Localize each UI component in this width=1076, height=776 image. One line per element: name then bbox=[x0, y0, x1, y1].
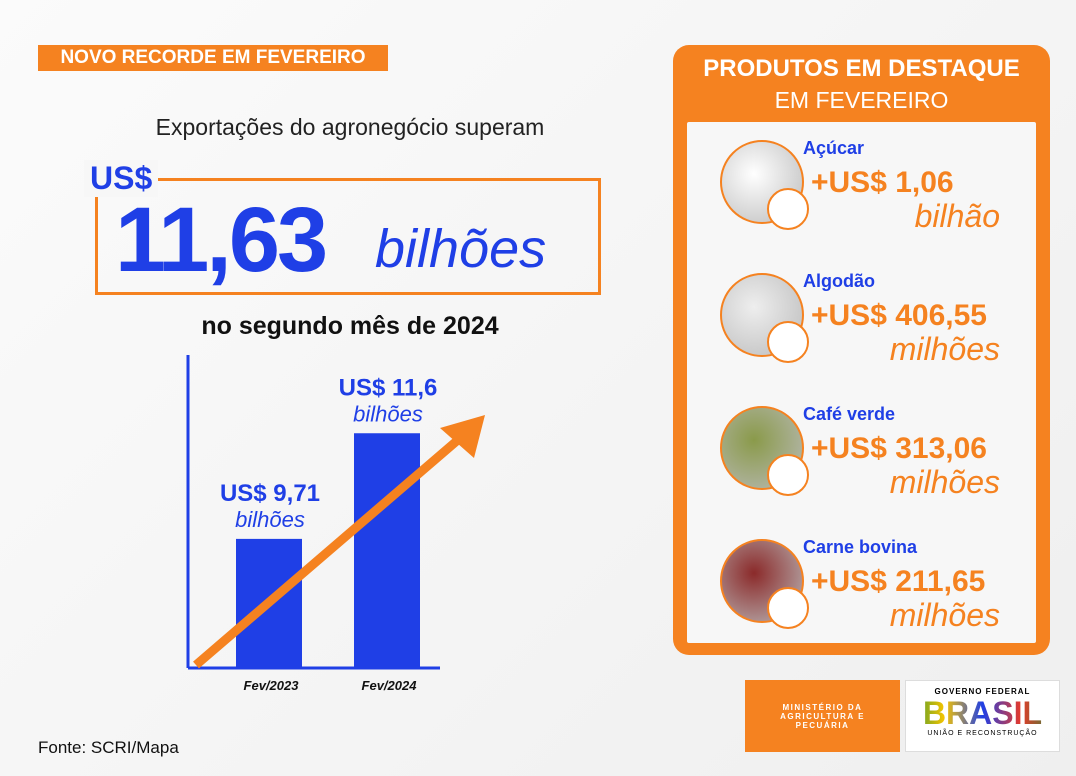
product-unit: milhões bbox=[889, 331, 1000, 367]
currency: US$ bbox=[84, 160, 159, 197]
product-value: +US$ 1,06 bbox=[811, 166, 954, 199]
motto: UNIÃO E RECONSTRUÇÃO bbox=[927, 730, 1038, 737]
amount: 11,63 bbox=[115, 189, 328, 291]
product-icon bbox=[767, 321, 809, 363]
value-unit: bilhões bbox=[353, 401, 423, 426]
product-icon bbox=[767, 587, 809, 629]
product-value: +US$ 406,55 bbox=[811, 299, 987, 332]
panel-title: PRODUTOS EM DESTAQUE bbox=[703, 55, 1020, 82]
arrow-head bbox=[440, 415, 485, 458]
product-list: Açúcar +US$ 1,06 bilhão Algodão +US$ 406,55 m… bbox=[685, 120, 1038, 645]
product-unit: milhões bbox=[889, 597, 1000, 633]
gov-label: GOVERNO FEDERAL bbox=[934, 687, 1031, 696]
outro: no segundo mês de 2024 bbox=[201, 312, 499, 340]
value-unit: bilhões bbox=[235, 507, 305, 532]
tag: NOVO RECORDE EM FEVEREIRO bbox=[38, 45, 388, 71]
product: Algodão +US$ 406,55 milhões bbox=[687, 255, 1036, 385]
amount-unit: bilhões bbox=[375, 219, 547, 279]
product-icon bbox=[767, 454, 809, 496]
source: Fonte: SCRI/Mapa bbox=[38, 738, 179, 757]
ministry-logo: MINISTÉRIO DA AGRICULTURA E PECUÁRIA bbox=[745, 680, 900, 752]
value-label: US$ 9,71 bbox=[220, 480, 320, 507]
product: Açúcar +US$ 1,06 bilhão bbox=[687, 122, 1036, 252]
product: Café verde +US$ 313,06 milhões bbox=[687, 388, 1036, 518]
amount-box bbox=[95, 178, 601, 295]
x-tick-label: Fev/2024 bbox=[362, 678, 418, 693]
value-label: US$ 11,6 bbox=[339, 374, 438, 401]
product-value: +US$ 211,65 bbox=[811, 565, 986, 598]
trend-arrow bbox=[193, 429, 469, 669]
product-value: +US$ 313,06 bbox=[811, 432, 987, 465]
product-photo bbox=[720, 406, 804, 490]
panel-subtitle: EM FEVEREIRO bbox=[774, 87, 949, 113]
product-icon bbox=[767, 188, 809, 230]
product-unit: bilhão bbox=[914, 198, 1000, 234]
product-name: Açúcar bbox=[803, 138, 865, 158]
product-unit: milhões bbox=[889, 464, 1000, 500]
bar bbox=[354, 433, 420, 668]
gov-logo: GOVERNO FEDERAL BRASIL UNIÃO E RECONSTRU… bbox=[905, 680, 1060, 752]
intro: Exportações do agronegócio superam bbox=[155, 114, 545, 140]
product-name: Café verde bbox=[803, 404, 896, 424]
x-tick-label: Fev/2023 bbox=[244, 678, 300, 693]
brand: BRASIL bbox=[906, 696, 1059, 730]
product: Carne bovina +US$ 211,65 milhões bbox=[687, 521, 1036, 651]
product-name: Carne bovina bbox=[803, 537, 918, 557]
product-name: Algodão bbox=[803, 271, 875, 291]
